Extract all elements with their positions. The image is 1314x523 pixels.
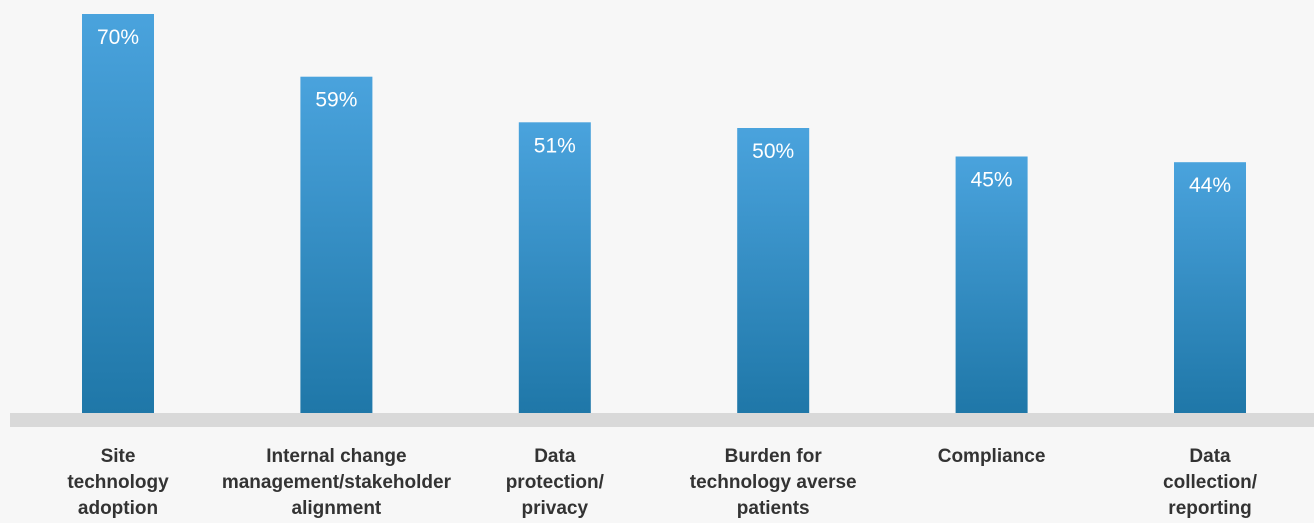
category-label: Data protection/privacy [506, 446, 605, 519]
category-label-line: Burden for [725, 446, 823, 467]
category-label: Compliance [938, 446, 1046, 467]
bar [300, 76, 373, 413]
category-label: Internal change management/stakeholder ali… [222, 446, 452, 519]
bar-value-label: 50% [752, 140, 794, 163]
category-label-line: Data [534, 446, 576, 467]
bar [1174, 162, 1246, 413]
category-label: Site technology adoption [67, 446, 169, 519]
bar [518, 122, 591, 414]
category-labels-group: Site technology adoption Internal change man… [67, 446, 1257, 519]
category-label-line: Site [101, 446, 136, 467]
bar [82, 14, 154, 413]
category-label-line: patients [737, 498, 810, 519]
category-label-line: Compliance [938, 446, 1046, 467]
category-label-line: alignment [292, 498, 382, 519]
category-label: Burden for technology averse patients [690, 446, 857, 519]
category-label: Data collection/reporting [1163, 446, 1258, 519]
category-label-line: privacy [522, 498, 589, 519]
bar [737, 128, 810, 413]
bar-value-label: 44% [1189, 174, 1231, 197]
category-label-line: technology averse [690, 472, 857, 493]
category-label-line: management/stakeholder [222, 472, 452, 493]
bars-group: 70% 59% 51% 50% 45% 44% [82, 14, 1246, 414]
category-label-line: collection/ [1163, 472, 1258, 493]
category-label-line: technology [67, 472, 169, 493]
bar-value-label: 59% [315, 89, 357, 112]
bar-value-label: 70% [97, 26, 139, 49]
bar [955, 156, 1028, 413]
bar-value-label: 51% [534, 134, 576, 157]
category-label-line: adoption [78, 498, 158, 519]
bar-value-label: 45% [971, 169, 1013, 192]
category-label-line: Internal change [266, 446, 406, 467]
category-label-line: Data [1189, 446, 1231, 467]
x-axis-baseline [10, 413, 1314, 427]
category-label-line: reporting [1168, 498, 1251, 519]
category-label-line: protection/ [506, 472, 605, 493]
